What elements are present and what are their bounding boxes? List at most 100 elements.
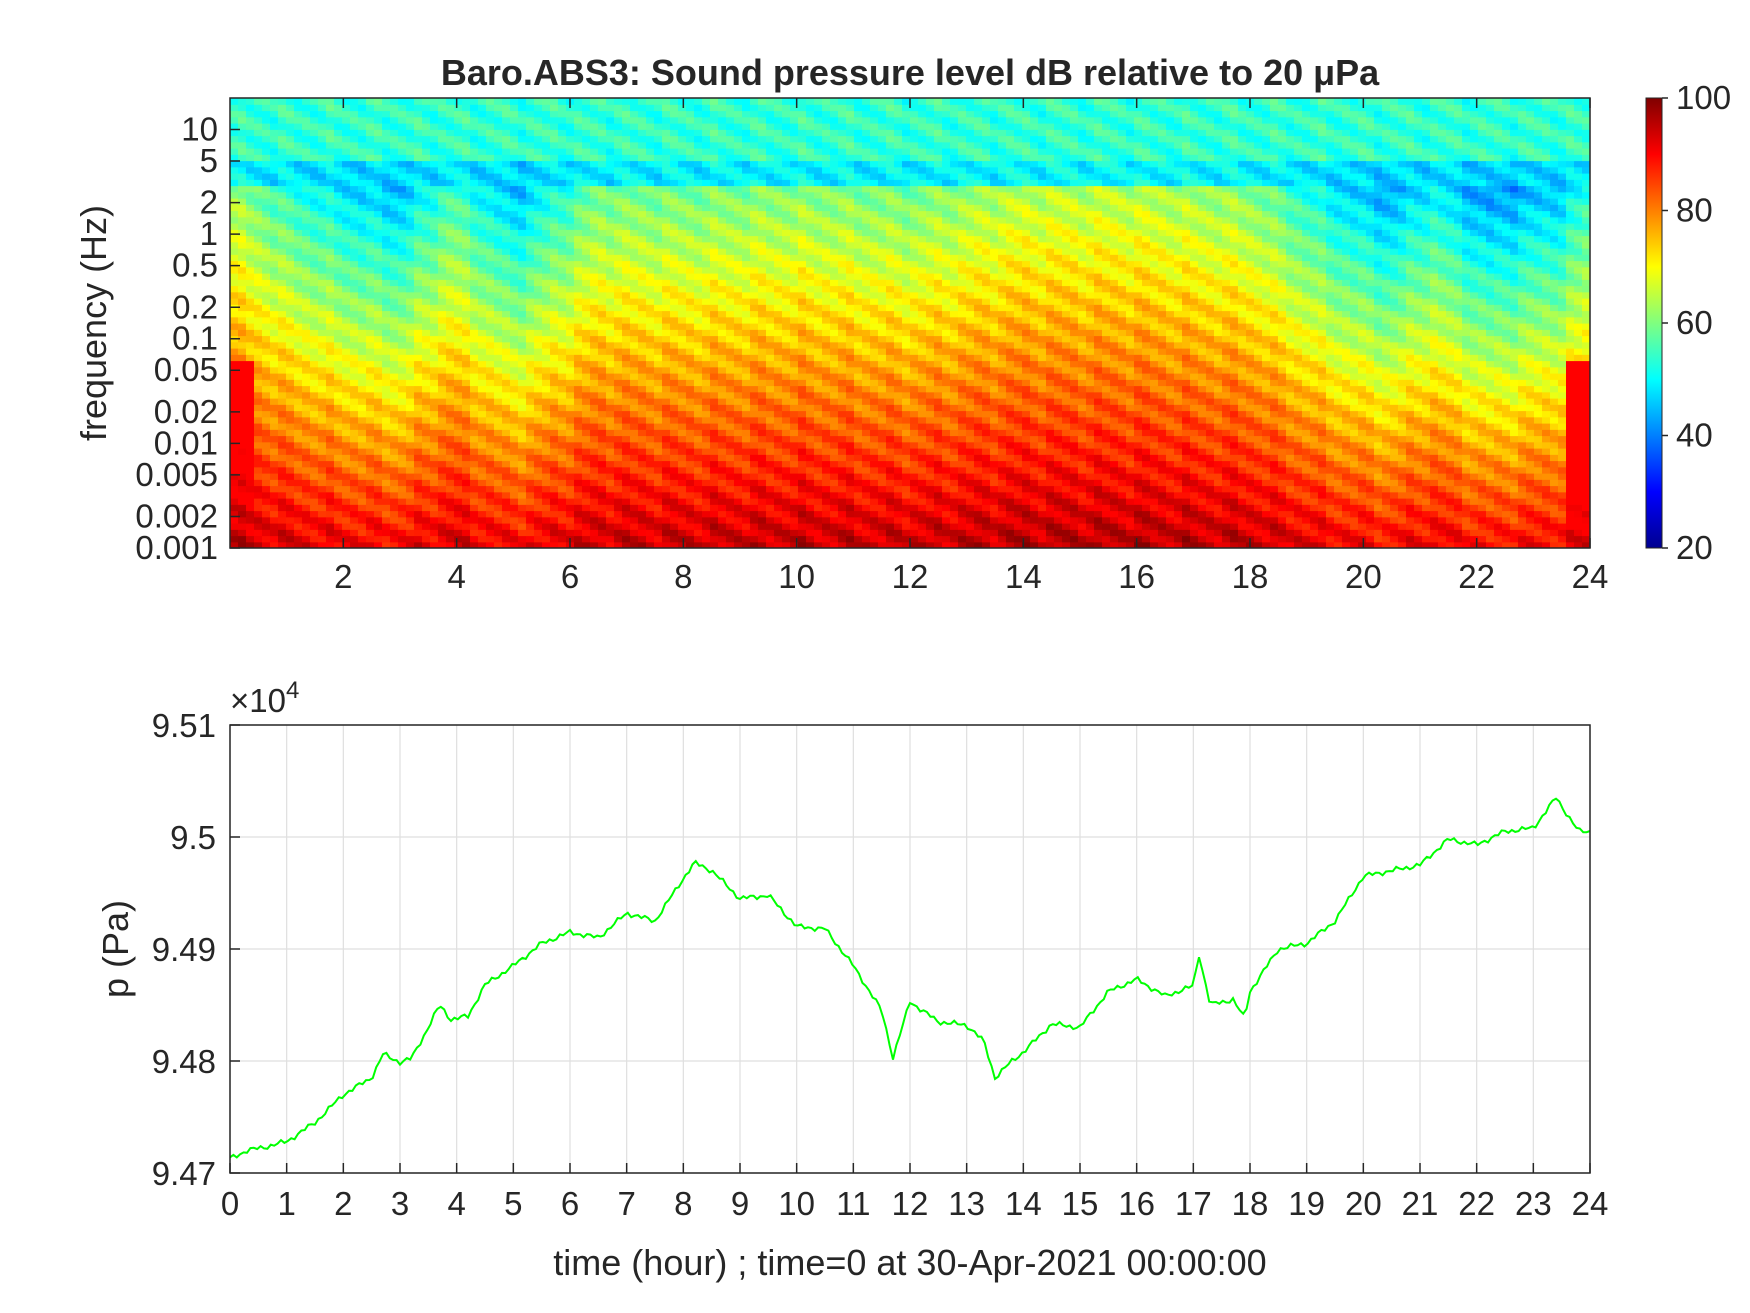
spectrogram-cell [566,360,575,368]
spectrogram-cell [758,448,767,455]
spectrogram-cell [350,535,359,543]
spectrogram-cell [630,129,639,137]
spectrogram-cell [246,373,255,380]
spectrogram-cell [590,466,599,474]
spectrogram-cell [350,529,359,537]
spectrogram-cell [230,360,239,368]
spectrogram-cell [630,166,639,174]
spectrogram-cell [438,223,447,230]
spectrogram-cell [462,354,471,362]
spectrogram-cell [646,154,655,162]
spectrogram-cell [462,391,471,399]
spectrogram-cell [454,523,463,530]
spectrogram-cell [294,354,303,362]
spectrogram-cell [254,535,263,543]
spectrogram-cell [510,223,519,230]
spectrogram-cell [574,416,583,424]
spectrogram-cell [414,473,423,480]
spectrogram-cell [398,223,407,230]
spectrogram-cell [558,198,567,205]
spectrogram-cell [510,348,519,355]
spectrogram-cell [478,479,487,487]
spectrogram-cell [574,216,583,224]
spectrogram-cell [614,316,623,324]
spectrogram-cell [318,329,327,337]
spectrogram-cell [390,185,399,193]
spectrogram-cell [550,348,559,355]
spectrogram-cell [382,304,391,312]
spectrogram-cell [702,448,711,455]
spectrogram-cell [774,116,783,124]
spectrogram-cell [726,329,735,337]
spectrogram-cell [310,285,319,293]
spectrogram-cell [502,198,511,205]
spectrogram-cell [286,248,295,255]
spectrogram-cell [774,404,783,412]
spectrogram-cell [478,373,487,380]
spectrogram-cell [670,316,679,324]
spectrogram-cell [670,285,679,293]
spectrogram-cell [654,304,663,312]
spectrogram-cell [526,523,535,530]
spectrogram-cell [614,254,623,262]
spectrogram-cell [438,429,447,437]
spectrogram-cell [750,273,759,280]
spectrogram-cell [446,335,455,343]
spectrogram-cell [470,179,479,187]
spectrogram-cell [662,110,671,118]
spectrogram-cell [302,460,311,468]
spectrogram-cell [742,135,751,143]
spectrogram-cell [758,316,767,324]
spectrogram-cell [726,316,735,324]
spectrogram-cell [342,523,351,530]
spectrogram-cell [486,123,495,130]
spectrogram-cell [502,191,511,199]
spectrogram-cell [438,285,447,293]
spectrogram-cell [694,516,703,524]
spectrogram-cell [726,241,735,249]
spectrogram-cell [342,516,351,524]
spectrogram-cell [630,398,639,405]
spectrogram-cell [326,229,335,237]
spectrogram-cell [470,223,479,230]
spectrogram-cell [622,98,631,105]
spectrogram-cell [630,110,639,118]
spectrogram-cell [726,235,735,243]
spectrogram-cell [526,510,535,518]
spectrogram-cell [454,235,463,243]
spectrogram-cell [270,135,279,143]
spectrogram-cell [638,204,647,212]
spectrogram-cell [246,366,255,374]
spectrogram-cell [254,366,263,374]
spectrogram-cell [422,335,431,343]
spectrogram-cell [518,423,527,430]
spectrogram-cell [358,166,367,174]
spectrogram-cell [670,135,679,143]
spectrogram-cell [422,216,431,224]
spectrogram-cell [286,323,295,330]
spectrogram-cell [678,179,687,187]
spectrogram-cell [262,366,271,374]
spectrogram-cell [662,123,671,130]
spectrogram-cell [494,473,503,480]
spectrogram-cell [590,435,599,443]
spectrogram-cell [614,504,623,512]
spectrogram-cell [494,516,503,524]
spectrogram-cell [622,310,631,318]
spectrogram-cell [334,391,343,399]
spectrogram-cell [494,254,503,262]
spectrogram-cell [686,510,695,518]
spectrogram-cell [278,310,287,318]
spectrogram-cell [510,185,519,193]
spectrogram-cell [326,416,335,424]
spectrogram-cell [542,116,551,124]
spectrogram-cell [638,523,647,530]
spectrogram-cell [302,148,311,155]
spectrogram-cell [462,204,471,212]
spectrogram-cell [558,141,567,149]
spectrogram-cell [246,410,255,418]
spectrogram-cell [574,223,583,230]
spectrogram-cell [766,541,775,548]
spectrogram-cell [438,435,447,443]
spectrogram-cell [662,398,671,405]
